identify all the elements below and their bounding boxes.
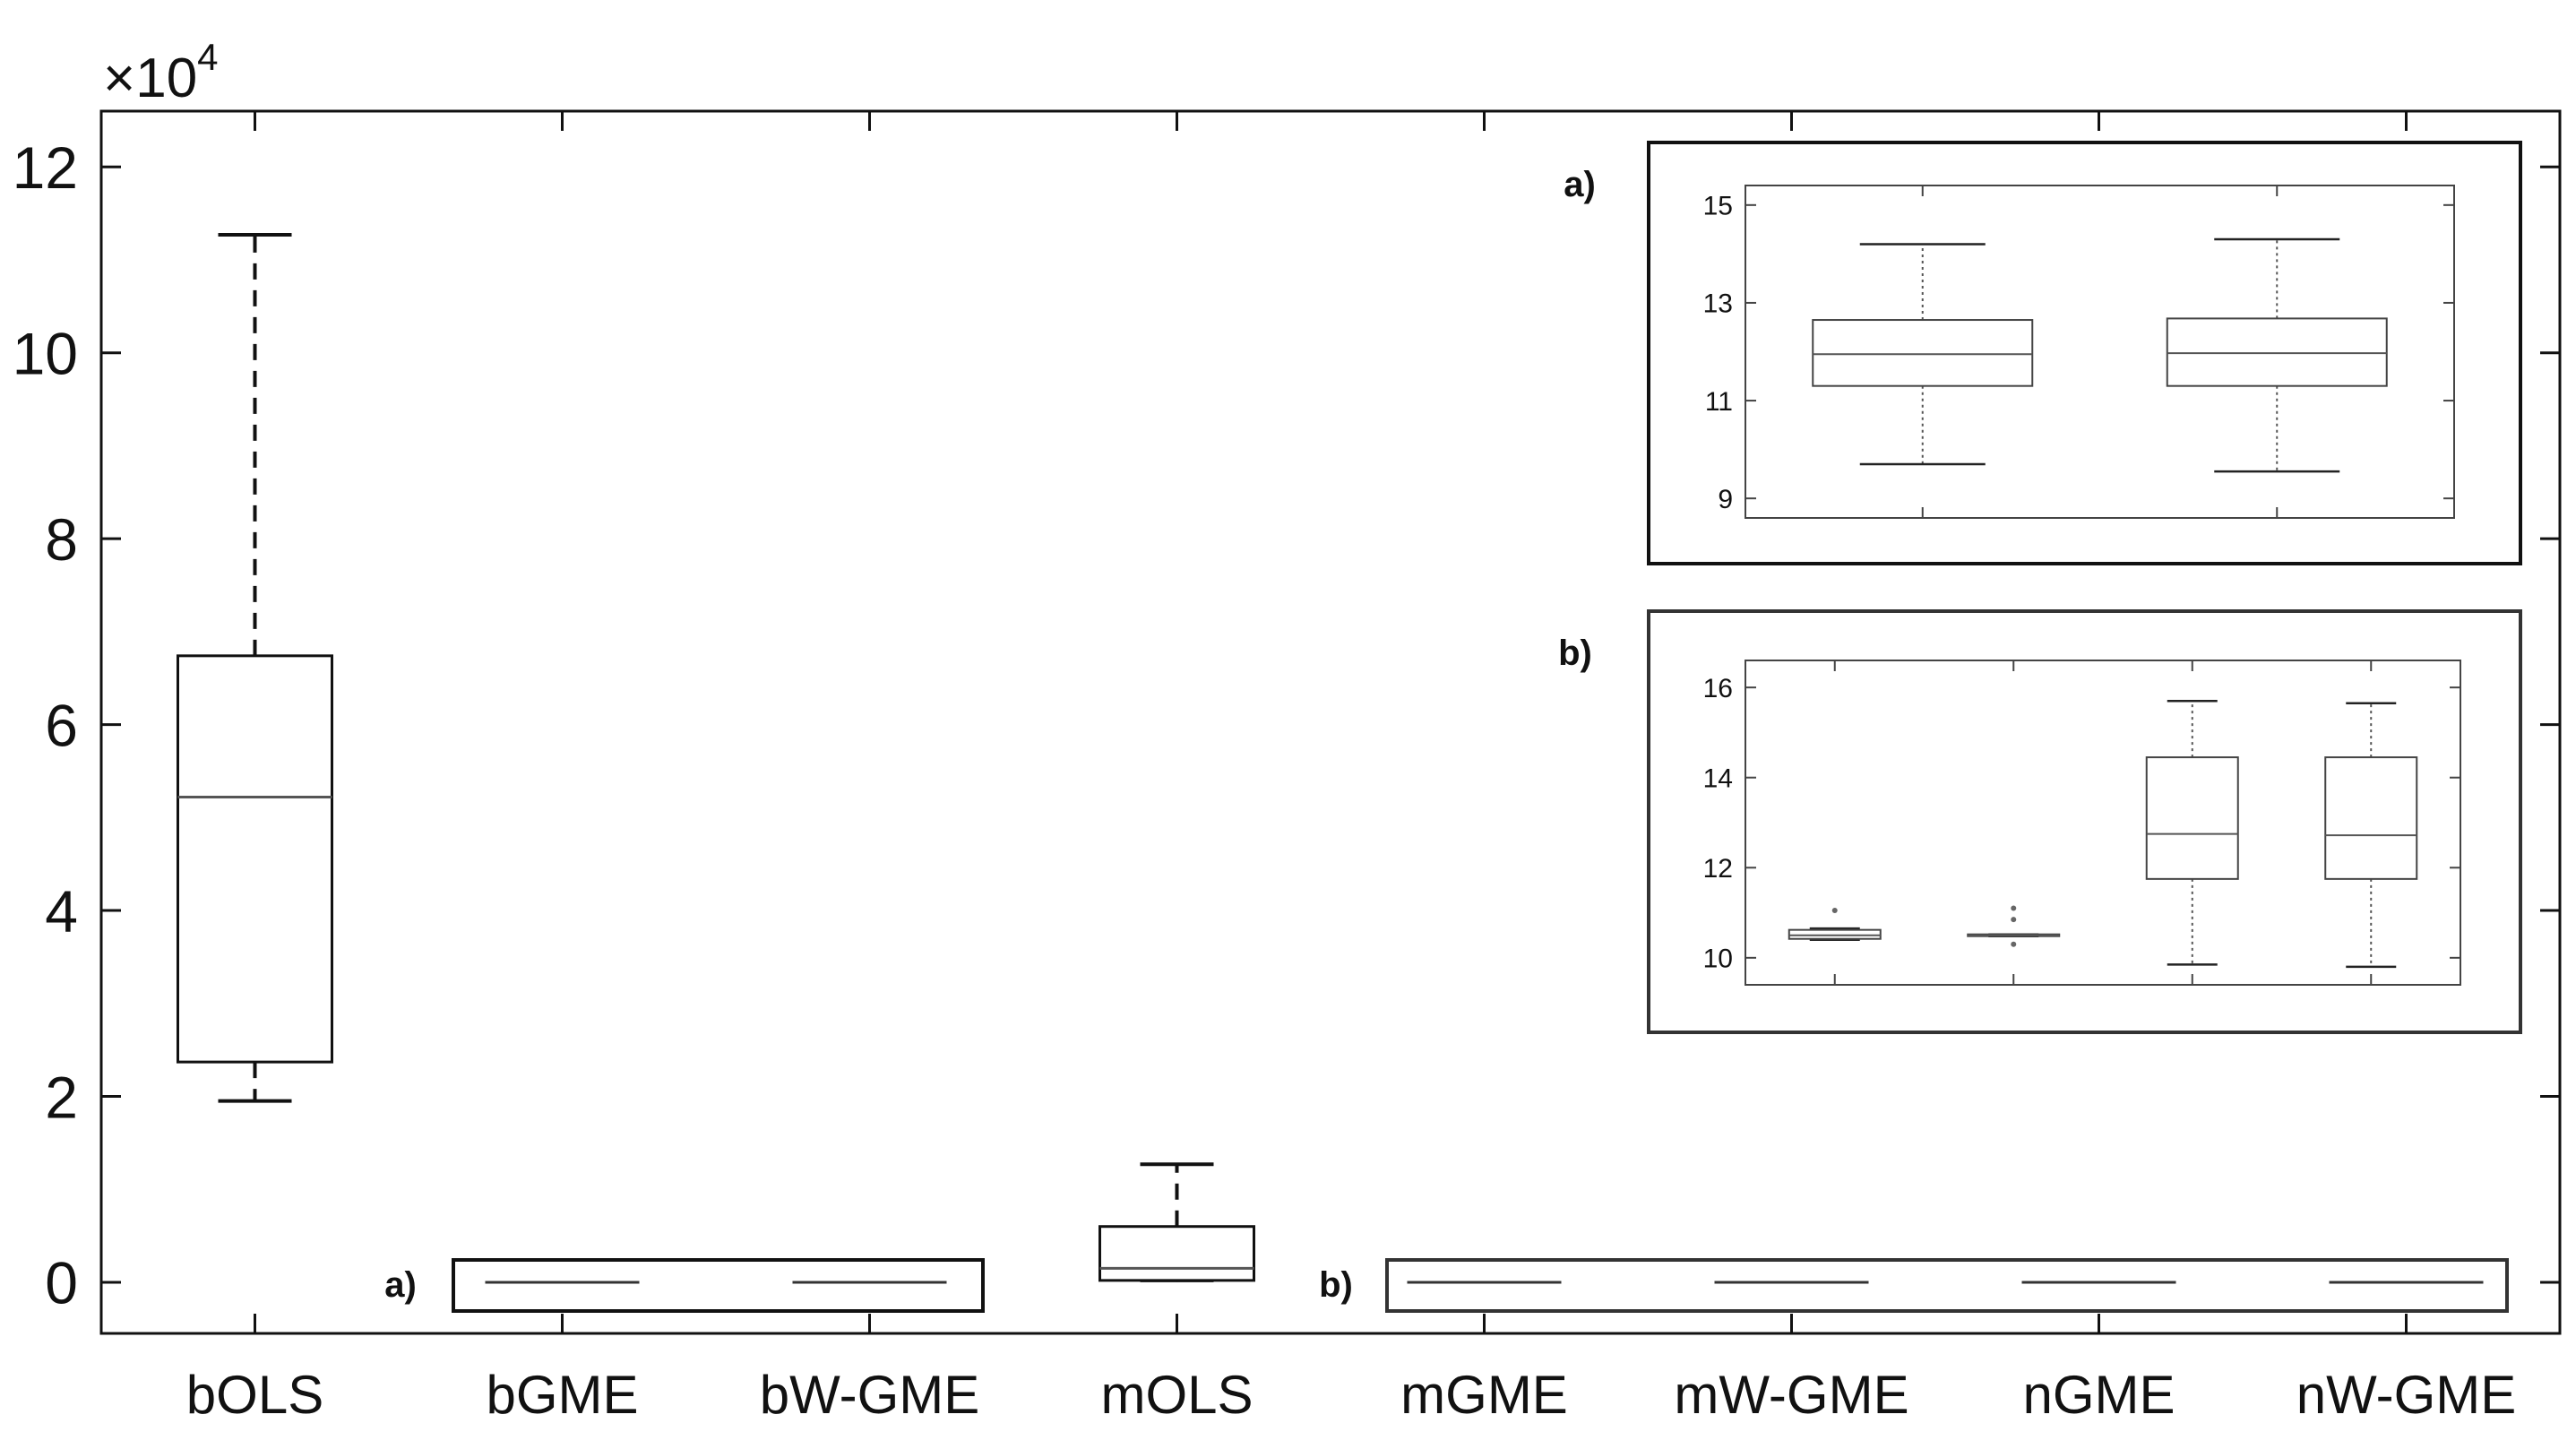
collapsed-group-b-box (1385, 1258, 2509, 1313)
y-tick-label: 2 (45, 1064, 78, 1130)
inset-b-axes (1745, 660, 2461, 986)
collapsed-group-b-tag: b) (1319, 1265, 1353, 1305)
box-mols (1098, 1225, 1255, 1282)
collapsed-group-a-tag: a) (384, 1265, 417, 1305)
y-tick-label: 0 (45, 1250, 78, 1316)
y-tick-label: 6 (45, 692, 78, 758)
x-category-label-nw-gme: nW-GME (2296, 1365, 2517, 1425)
y-tick-label: 11 (1705, 387, 1733, 417)
y-tick-label: 15 (1703, 192, 1733, 221)
y-tick-label: 8 (45, 506, 78, 573)
main-plot-frame (99, 109, 2562, 1335)
outlier-mw-gme (2011, 941, 2017, 947)
outlier-mw-gme (2011, 917, 2017, 923)
box-nw-gme (2324, 756, 2418, 880)
box-bw-gme (2166, 317, 2388, 387)
x-category-label-bgme: bGME (486, 1365, 638, 1425)
x-category-label-mw-gme: mW-GME (1674, 1365, 1908, 1425)
inset-a-frame (1647, 141, 2522, 565)
y-scale-exponent: 4 (197, 36, 218, 78)
inset-a-axes (1745, 185, 2455, 519)
y-scale-multiplier: ×104 (103, 36, 219, 109)
box-ngme (2145, 756, 2239, 880)
x-category-label-bols: bOLS (186, 1365, 323, 1425)
y-tick-label: 14 (1703, 764, 1733, 794)
inset-a-tag: a) (1564, 165, 1596, 204)
x-category-label-ngme: nGME (2022, 1365, 2175, 1425)
y-tick-label: 10 (13, 320, 78, 386)
inset-b-tag: b) (1558, 634, 1592, 673)
outlier-mgme (1831, 908, 1838, 914)
y-tick-label: 9 (1718, 485, 1733, 514)
main-plot-layer: 0 2 4 6 8 10 12 bOLS bGME bW-GME mOLS mGME mW-GME nGM… (13, 111, 2560, 1425)
y-tick-label: 12 (1703, 854, 1733, 884)
y-tick-label: 13 (1703, 289, 1733, 319)
x-category-label-bw-gme: bW-GME (760, 1365, 980, 1425)
x-category-label-mgme: mGME (1400, 1365, 1568, 1425)
inset-b-layer: 10 12 14 16 (1703, 660, 2460, 985)
y-scale-base: ×10 (103, 47, 197, 109)
y-tick-label: 16 (1703, 674, 1733, 703)
y-tick-label: 12 (13, 134, 78, 201)
outlier-mw-gme (2011, 905, 2017, 911)
inset-a-layer: 9 11 13 15 (1703, 185, 2454, 518)
box-mgme (1788, 928, 1882, 940)
box-bols (177, 654, 333, 1064)
box-bgme (1812, 319, 2034, 387)
y-tick-label: 4 (45, 878, 78, 944)
y-tick-label: 10 (1703, 944, 1733, 974)
x-category-label-mols: mOLS (1100, 1365, 1253, 1425)
collapsed-group-a-box (452, 1258, 985, 1313)
